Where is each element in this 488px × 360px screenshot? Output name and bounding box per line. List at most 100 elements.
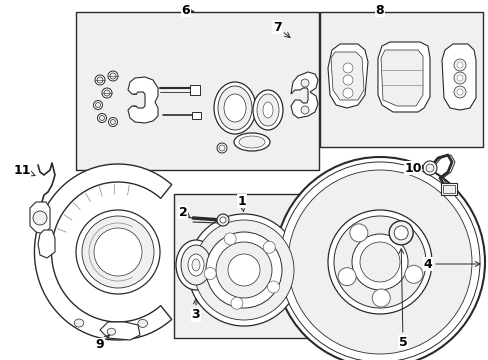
Circle shape xyxy=(333,216,425,308)
Circle shape xyxy=(391,224,409,242)
Circle shape xyxy=(110,120,115,125)
Circle shape xyxy=(194,220,293,320)
Polygon shape xyxy=(441,44,475,110)
Circle shape xyxy=(456,89,462,95)
Circle shape xyxy=(205,232,282,308)
Text: 1: 1 xyxy=(237,194,246,211)
Circle shape xyxy=(104,90,110,96)
Ellipse shape xyxy=(192,259,200,271)
Polygon shape xyxy=(290,72,317,118)
Circle shape xyxy=(267,281,279,293)
Text: 9: 9 xyxy=(96,335,109,351)
Circle shape xyxy=(263,241,275,253)
Circle shape xyxy=(227,254,260,286)
Circle shape xyxy=(371,289,389,307)
Ellipse shape xyxy=(181,245,210,285)
Polygon shape xyxy=(38,230,55,258)
Circle shape xyxy=(456,62,462,68)
Bar xyxy=(319,12,482,147)
Bar xyxy=(440,183,456,195)
Circle shape xyxy=(33,211,47,225)
Circle shape xyxy=(110,73,116,79)
Circle shape xyxy=(327,210,431,314)
Circle shape xyxy=(359,242,399,282)
Bar xyxy=(442,185,454,193)
Circle shape xyxy=(220,217,225,223)
Circle shape xyxy=(453,59,465,71)
Circle shape xyxy=(230,297,243,309)
Circle shape xyxy=(95,75,105,85)
Circle shape xyxy=(217,214,228,226)
Circle shape xyxy=(342,75,352,85)
Polygon shape xyxy=(380,50,422,106)
Ellipse shape xyxy=(176,240,216,290)
Circle shape xyxy=(337,267,355,285)
Circle shape xyxy=(108,71,118,81)
Circle shape xyxy=(217,143,226,153)
Circle shape xyxy=(342,63,352,73)
Polygon shape xyxy=(30,202,50,234)
Circle shape xyxy=(82,216,154,288)
Circle shape xyxy=(219,145,224,151)
Polygon shape xyxy=(330,52,363,100)
Circle shape xyxy=(393,226,407,240)
Circle shape xyxy=(204,267,216,280)
Ellipse shape xyxy=(214,82,256,134)
Text: 8: 8 xyxy=(375,4,384,17)
Circle shape xyxy=(388,221,412,245)
Ellipse shape xyxy=(187,254,203,276)
Circle shape xyxy=(301,106,308,114)
Circle shape xyxy=(456,75,462,81)
Bar xyxy=(190,85,200,95)
Circle shape xyxy=(342,88,352,98)
Ellipse shape xyxy=(234,133,269,151)
Circle shape xyxy=(425,164,433,172)
Bar xyxy=(174,194,310,338)
Bar xyxy=(192,112,201,119)
Circle shape xyxy=(95,103,101,108)
Circle shape xyxy=(301,79,308,87)
Circle shape xyxy=(349,224,367,242)
Circle shape xyxy=(274,157,484,360)
Circle shape xyxy=(351,234,407,290)
Circle shape xyxy=(422,161,436,175)
Circle shape xyxy=(102,88,112,98)
Polygon shape xyxy=(34,164,171,340)
Text: 11: 11 xyxy=(13,163,35,176)
Polygon shape xyxy=(327,44,367,108)
Ellipse shape xyxy=(218,86,251,130)
Circle shape xyxy=(187,214,299,326)
Text: 2: 2 xyxy=(178,206,190,219)
Text: 3: 3 xyxy=(191,299,200,321)
Circle shape xyxy=(287,170,471,354)
Circle shape xyxy=(404,265,422,283)
Circle shape xyxy=(99,116,104,121)
Circle shape xyxy=(97,77,103,83)
Polygon shape xyxy=(377,42,429,112)
Circle shape xyxy=(216,242,271,298)
Circle shape xyxy=(76,210,160,294)
Polygon shape xyxy=(100,322,140,340)
Circle shape xyxy=(94,228,142,276)
Circle shape xyxy=(108,117,117,126)
Circle shape xyxy=(93,100,102,109)
Circle shape xyxy=(453,72,465,84)
Circle shape xyxy=(453,86,465,98)
Text: 10: 10 xyxy=(404,162,422,175)
Ellipse shape xyxy=(107,328,115,335)
Polygon shape xyxy=(128,77,158,123)
Ellipse shape xyxy=(239,136,264,148)
Ellipse shape xyxy=(257,94,279,126)
Ellipse shape xyxy=(263,102,272,118)
Ellipse shape xyxy=(252,90,283,130)
Bar xyxy=(76,12,318,170)
Circle shape xyxy=(224,233,236,245)
Ellipse shape xyxy=(224,94,245,122)
Text: 6: 6 xyxy=(182,4,193,17)
Circle shape xyxy=(280,162,479,360)
Ellipse shape xyxy=(138,319,147,327)
Circle shape xyxy=(97,113,106,122)
Text: 7: 7 xyxy=(272,21,289,37)
Text: 5: 5 xyxy=(398,249,407,348)
Ellipse shape xyxy=(74,319,83,327)
